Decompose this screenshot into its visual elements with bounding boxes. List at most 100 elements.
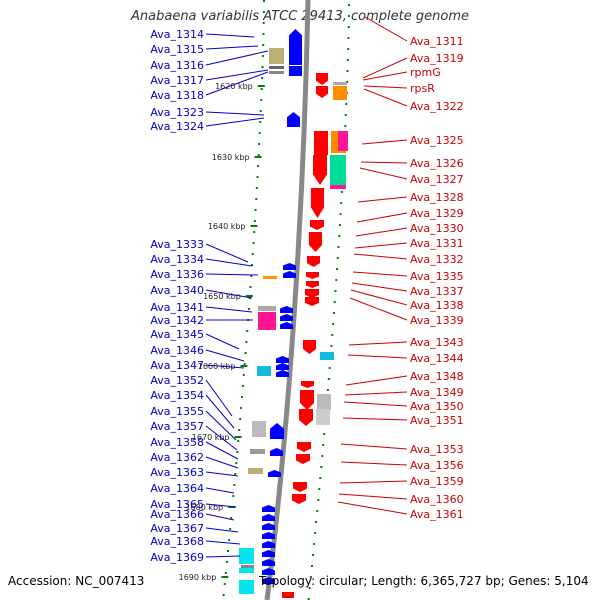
reverse-gene-arrow — [300, 390, 314, 410]
leader-line-right — [362, 71, 408, 81]
gene-label-left: Ava_1334 — [150, 253, 204, 266]
tick-dot — [326, 389, 329, 391]
tick-dot — [255, 198, 258, 200]
leader-line-right — [340, 443, 408, 450]
tick-dot — [257, 165, 260, 167]
reverse-gene-arrow — [303, 340, 316, 354]
tick-dot — [232, 495, 235, 497]
gene-label-left: Ava_1318 — [150, 89, 204, 102]
leader-line-right — [354, 242, 408, 249]
leader-line-right — [338, 493, 408, 500]
gene-label-right: Ava_1325 — [410, 134, 464, 147]
feature-block — [258, 306, 276, 311]
gene-label-left: Ava_1342 — [150, 314, 204, 327]
tick-dot — [253, 231, 256, 233]
tick-dot — [239, 418, 242, 420]
tick-dot — [346, 81, 349, 83]
tick-dot — [260, 88, 263, 90]
tick-dot — [340, 191, 343, 193]
feature-block — [239, 580, 254, 594]
kbp-tick-label: 1640 kbp — [208, 222, 246, 231]
tick-dot — [333, 301, 336, 303]
tick-dot — [222, 594, 225, 596]
tick-dot — [347, 37, 350, 39]
forward-gene-arrow — [262, 559, 275, 566]
feature-track — [239, 29, 348, 598]
tick-dot — [310, 565, 313, 567]
gene-label-left: Ava_1333 — [150, 238, 204, 251]
gene-label-left: Ava_1347 — [150, 359, 204, 372]
gene-label-right: Ava_1331 — [410, 237, 464, 250]
tick-dot — [309, 576, 312, 578]
forward-gene-arrow — [276, 370, 289, 377]
feature-block — [289, 47, 302, 65]
tick-dot — [262, 33, 265, 35]
leader-line-left — [205, 117, 265, 127]
tick-dot — [336, 268, 339, 270]
tick-dot — [320, 466, 323, 468]
tick-dot — [241, 396, 244, 398]
leader-line-right — [364, 16, 408, 42]
gene-label-left: Ava_1317 — [150, 74, 204, 87]
forward-gene-arrow — [280, 322, 293, 329]
forward-gene-arrow — [262, 523, 275, 530]
tick-dot — [337, 246, 340, 248]
gene-label-left: Ava_1336 — [150, 268, 204, 281]
gene-label-right: Ava_1348 — [410, 370, 464, 383]
leader-line-right — [347, 354, 408, 359]
forward-gene-arrow — [262, 514, 275, 521]
gene-label-right: Ava_1337 — [410, 285, 464, 298]
gene-label-right: Ava_1330 — [410, 222, 464, 235]
leader-line-right — [359, 167, 408, 180]
tick-dot — [237, 440, 240, 442]
leader-line-left — [205, 69, 269, 81]
kbp-tick-label: 1680 kbp — [185, 503, 223, 512]
tick-dot — [308, 587, 311, 589]
reverse-gene-arrow — [305, 289, 319, 298]
accession-text: Accession: NC_007413 — [8, 574, 145, 588]
feature-block — [269, 48, 284, 64]
leader-line-left — [205, 487, 235, 494]
forward-gene-arrow — [283, 271, 296, 278]
reverse-gene-arrow — [299, 409, 313, 426]
forward-gene-arrow — [280, 314, 293, 321]
gene-label-right: Ava_1319 — [410, 52, 464, 65]
tick-dot — [243, 363, 246, 365]
leader-line-right — [362, 57, 408, 79]
gene-label-right: rpmG — [410, 66, 441, 79]
reverse-gene-arrow — [316, 86, 328, 98]
kbp-tick-mark — [250, 225, 258, 227]
tick-dot — [261, 55, 264, 57]
gene-label-left: Ava_1345 — [150, 328, 204, 341]
gene-label-right: Ava_1338 — [410, 299, 464, 312]
feature-block — [239, 548, 254, 564]
tick-dot — [245, 341, 248, 343]
tick-dot — [328, 367, 331, 369]
tick-dot — [332, 323, 335, 325]
tick-dot — [261, 66, 264, 68]
gene-label-left: Ava_1316 — [150, 59, 204, 72]
leader-line-left — [205, 555, 241, 558]
forward-gene-arrow — [276, 356, 289, 363]
feature-block — [333, 86, 347, 100]
leader-line-right — [356, 212, 408, 223]
gene-label-right: Ava_1343 — [410, 336, 464, 349]
forward-gene-arrow — [262, 577, 275, 584]
gene-label-right: Ava_1360 — [410, 493, 464, 506]
reverse-gene-arrow — [306, 281, 319, 288]
gene-label-left: Ava_1354 — [150, 389, 204, 402]
tick-dot — [315, 521, 318, 523]
forward-gene-arrow — [287, 112, 300, 127]
reverse-gene-arrow — [296, 454, 310, 464]
tick-dot — [344, 114, 347, 116]
kbp-tick-label: 1650 kbp — [203, 292, 241, 301]
leader-line-right — [342, 417, 408, 421]
leader-line-right — [339, 480, 408, 484]
tick-dot — [251, 264, 254, 266]
leader-line-left — [205, 456, 239, 469]
feature-block — [314, 131, 328, 155]
leader-line-left — [205, 503, 237, 508]
leader-line-right — [345, 375, 408, 386]
map-title: Anabaena variabilis ATCC 29413, complete… — [131, 9, 469, 24]
